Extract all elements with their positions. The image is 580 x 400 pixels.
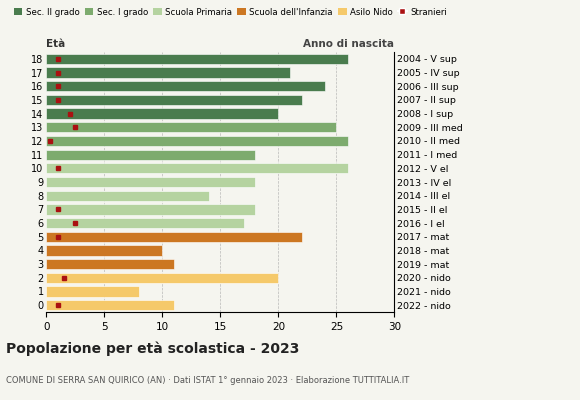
Text: Età: Età xyxy=(46,39,66,49)
Bar xyxy=(46,95,302,105)
Text: COMUNE DI SERRA SAN QUIRICO (AN) · Dati ISTAT 1° gennaio 2023 · Elaborazione TUT: COMUNE DI SERRA SAN QUIRICO (AN) · Dati … xyxy=(6,376,409,385)
Bar xyxy=(46,218,244,228)
Bar xyxy=(46,177,255,187)
Bar xyxy=(46,245,162,256)
Bar xyxy=(46,204,255,214)
Bar xyxy=(46,54,348,64)
Legend: Sec. II grado, Sec. I grado, Scuola Primaria, Scuola dell'Infanzia, Asilo Nido, : Sec. II grado, Sec. I grado, Scuola Prim… xyxy=(10,4,450,20)
Bar xyxy=(46,122,336,132)
Bar xyxy=(46,273,278,283)
Bar xyxy=(46,190,209,201)
Bar xyxy=(46,150,255,160)
Bar xyxy=(46,136,348,146)
Bar xyxy=(46,300,174,310)
Text: Popolazione per età scolastica - 2023: Popolazione per età scolastica - 2023 xyxy=(6,342,299,356)
Bar xyxy=(46,67,290,78)
Bar xyxy=(46,232,302,242)
Bar xyxy=(46,286,139,297)
Bar xyxy=(46,163,348,174)
Bar xyxy=(46,108,278,119)
Bar xyxy=(46,259,174,269)
Bar xyxy=(46,81,325,91)
Text: Anno di nascita: Anno di nascita xyxy=(303,39,394,49)
